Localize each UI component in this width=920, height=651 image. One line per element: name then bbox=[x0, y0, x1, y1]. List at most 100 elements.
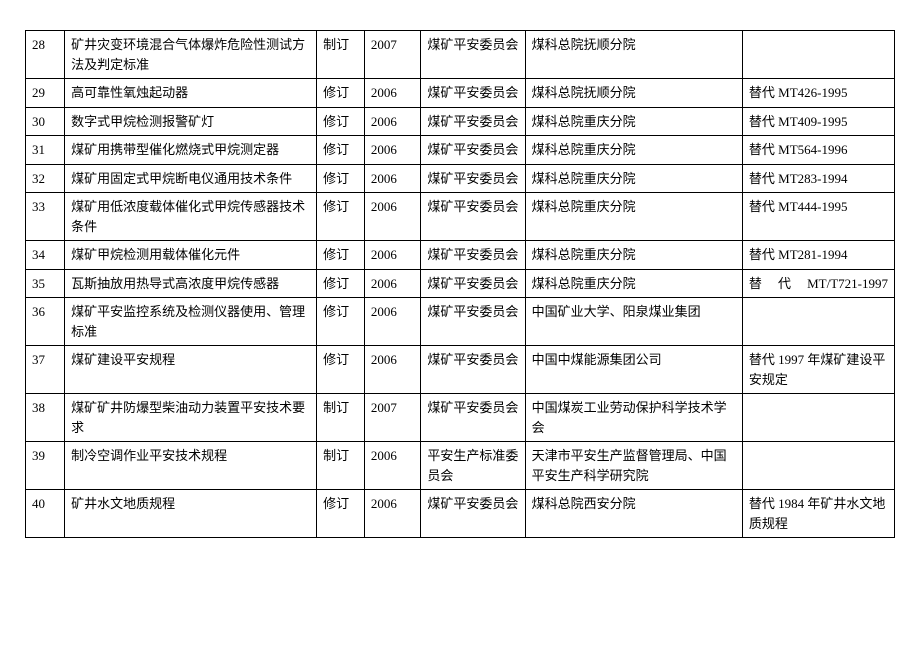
committee: 煤矿平安委员会 bbox=[421, 136, 525, 165]
organization: 煤科总院重庆分院 bbox=[525, 269, 742, 298]
year: 2006 bbox=[364, 346, 420, 394]
revision-type: 制订 bbox=[317, 394, 365, 442]
table-row: 32煤矿用固定式甲烷断电仪通用技术条件修订2006煤矿平安委员会煤科总院重庆分院… bbox=[26, 164, 895, 193]
table-row: 35瓦斯抽放用热导式高浓度甲烷传感器修订2006煤矿平安委员会煤科总院重庆分院替… bbox=[26, 269, 895, 298]
standard-name: 瓦斯抽放用热导式高浓度甲烷传感器 bbox=[65, 269, 317, 298]
committee: 煤矿平安委员会 bbox=[421, 346, 525, 394]
revision-type: 修订 bbox=[317, 241, 365, 270]
committee: 煤矿平安委员会 bbox=[421, 79, 525, 108]
standard-name: 煤矿用固定式甲烷断电仪通用技术条件 bbox=[65, 164, 317, 193]
note: 替代 MT426-1995 bbox=[742, 79, 894, 108]
standard-name: 煤矿建设平安规程 bbox=[65, 346, 317, 394]
note: 替代 MT564-1996 bbox=[742, 136, 894, 165]
year: 2006 bbox=[364, 490, 420, 538]
standard-name: 数字式甲烷检测报警矿灯 bbox=[65, 107, 317, 136]
revision-type: 修订 bbox=[317, 298, 365, 346]
year: 2006 bbox=[364, 241, 420, 270]
row-number: 29 bbox=[26, 79, 65, 108]
standards-table: 28矿井灾变环境混合气体爆炸危险性测试方法及判定标准制订2007煤矿平安委员会煤… bbox=[25, 30, 895, 538]
organization: 煤科总院重庆分院 bbox=[525, 136, 742, 165]
revision-type: 修订 bbox=[317, 107, 365, 136]
committee: 煤矿平安委员会 bbox=[421, 193, 525, 241]
table-row: 28矿井灾变环境混合气体爆炸危险性测试方法及判定标准制订2007煤矿平安委员会煤… bbox=[26, 31, 895, 79]
note: 替代 1984 年矿井水文地质规程 bbox=[742, 490, 894, 538]
organization: 煤科总院抚顺分院 bbox=[525, 79, 742, 108]
row-number: 28 bbox=[26, 31, 65, 79]
table-row: 37煤矿建设平安规程修订2006煤矿平安委员会中国中煤能源集团公司替代 1997… bbox=[26, 346, 895, 394]
row-number: 40 bbox=[26, 490, 65, 538]
table-row: 34煤矿甲烷检测用载体催化元件修订2006煤矿平安委员会煤科总院重庆分院替代 M… bbox=[26, 241, 895, 270]
standard-name: 制冷空调作业平安技术规程 bbox=[65, 442, 317, 490]
year: 2006 bbox=[364, 269, 420, 298]
year: 2006 bbox=[364, 164, 420, 193]
standard-name: 煤矿用携带型催化燃烧式甲烷测定器 bbox=[65, 136, 317, 165]
note bbox=[742, 442, 894, 490]
note: 替代 MT281-1994 bbox=[742, 241, 894, 270]
revision-type: 修订 bbox=[317, 346, 365, 394]
revision-type: 制订 bbox=[317, 31, 365, 79]
year: 2007 bbox=[364, 31, 420, 79]
standard-name: 煤矿平安监控系统及检测仪器使用、管理标准 bbox=[65, 298, 317, 346]
note bbox=[742, 394, 894, 442]
note bbox=[742, 31, 894, 79]
committee: 煤矿平安委员会 bbox=[421, 490, 525, 538]
revision-type: 修订 bbox=[317, 193, 365, 241]
row-number: 31 bbox=[26, 136, 65, 165]
table-row: 33煤矿用低浓度载体催化式甲烷传感器技术条件修订2006煤矿平安委员会煤科总院重… bbox=[26, 193, 895, 241]
year: 2006 bbox=[364, 107, 420, 136]
organization: 中国煤炭工业劳动保护科学技术学会 bbox=[525, 394, 742, 442]
year: 2007 bbox=[364, 394, 420, 442]
table-row: 40矿井水文地质规程修订2006煤矿平安委员会煤科总院西安分院替代 1984 年… bbox=[26, 490, 895, 538]
organization: 煤科总院重庆分院 bbox=[525, 193, 742, 241]
organization: 煤科总院重庆分院 bbox=[525, 241, 742, 270]
committee: 平安生产标准委员会 bbox=[421, 442, 525, 490]
note: 替代 MT283-1994 bbox=[742, 164, 894, 193]
row-number: 32 bbox=[26, 164, 65, 193]
table-row: 38煤矿矿井防爆型柴油动力装置平安技术要求制订2007煤矿平安委员会中国煤炭工业… bbox=[26, 394, 895, 442]
organization: 煤科总院抚顺分院 bbox=[525, 31, 742, 79]
committee: 煤矿平安委员会 bbox=[421, 241, 525, 270]
organization: 中国中煤能源集团公司 bbox=[525, 346, 742, 394]
table-row: 31煤矿用携带型催化燃烧式甲烷测定器修订2006煤矿平安委员会煤科总院重庆分院替… bbox=[26, 136, 895, 165]
note: 替代 MT409-1995 bbox=[742, 107, 894, 136]
organization: 煤科总院重庆分院 bbox=[525, 107, 742, 136]
year: 2006 bbox=[364, 136, 420, 165]
committee: 煤矿平安委员会 bbox=[421, 269, 525, 298]
committee: 煤矿平安委员会 bbox=[421, 298, 525, 346]
organization: 天津市平安生产监督管理局、中国平安生产科学研究院 bbox=[525, 442, 742, 490]
revision-type: 制订 bbox=[317, 442, 365, 490]
row-number: 37 bbox=[26, 346, 65, 394]
committee: 煤矿平安委员会 bbox=[421, 31, 525, 79]
standard-name: 煤矿甲烷检测用载体催化元件 bbox=[65, 241, 317, 270]
row-number: 38 bbox=[26, 394, 65, 442]
note: 替代 MT444-1995 bbox=[742, 193, 894, 241]
year: 2006 bbox=[364, 79, 420, 108]
year: 2006 bbox=[364, 442, 420, 490]
revision-type: 修订 bbox=[317, 164, 365, 193]
standard-name: 矿井水文地质规程 bbox=[65, 490, 317, 538]
organization: 煤科总院重庆分院 bbox=[525, 164, 742, 193]
organization: 中国矿业大学、阳泉煤业集团 bbox=[525, 298, 742, 346]
table-row: 39制冷空调作业平安技术规程制订2006平安生产标准委员会天津市平安生产监督管理… bbox=[26, 442, 895, 490]
standard-name: 煤矿用低浓度载体催化式甲烷传感器技术条件 bbox=[65, 193, 317, 241]
standard-name: 矿井灾变环境混合气体爆炸危险性测试方法及判定标准 bbox=[65, 31, 317, 79]
row-number: 35 bbox=[26, 269, 65, 298]
organization: 煤科总院西安分院 bbox=[525, 490, 742, 538]
revision-type: 修订 bbox=[317, 490, 365, 538]
revision-type: 修订 bbox=[317, 136, 365, 165]
row-number: 33 bbox=[26, 193, 65, 241]
table-row: 30数字式甲烷检测报警矿灯修订2006煤矿平安委员会煤科总院重庆分院替代 MT4… bbox=[26, 107, 895, 136]
row-number: 39 bbox=[26, 442, 65, 490]
row-number: 34 bbox=[26, 241, 65, 270]
committee: 煤矿平安委员会 bbox=[421, 164, 525, 193]
note: 替代 1997 年煤矿建设平安规定 bbox=[742, 346, 894, 394]
table-row: 29高可靠性氧烛起动器修订2006煤矿平安委员会煤科总院抚顺分院替代 MT426… bbox=[26, 79, 895, 108]
year: 2006 bbox=[364, 193, 420, 241]
year: 2006 bbox=[364, 298, 420, 346]
row-number: 30 bbox=[26, 107, 65, 136]
revision-type: 修订 bbox=[317, 79, 365, 108]
revision-type: 修订 bbox=[317, 269, 365, 298]
standard-name: 煤矿矿井防爆型柴油动力装置平安技术要求 bbox=[65, 394, 317, 442]
standard-name: 高可靠性氧烛起动器 bbox=[65, 79, 317, 108]
note: 替代MT/T721-1997 bbox=[742, 269, 894, 298]
